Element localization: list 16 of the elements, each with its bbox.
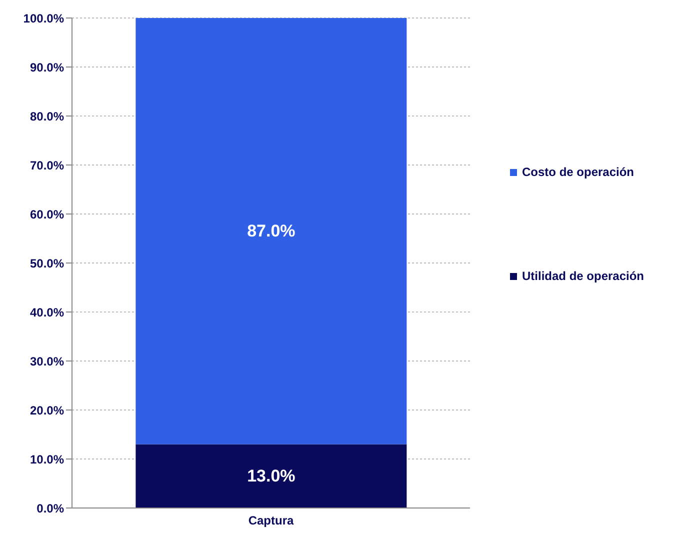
y-tick-label: 40.0% (30, 305, 64, 320)
y-tick-label: 50.0% (30, 256, 64, 270)
data-label: 87.0% (247, 222, 296, 241)
y-tick-label: 20.0% (30, 403, 64, 418)
y-tick-label: 80.0% (30, 109, 64, 124)
legend-label: Utilidad de operación (522, 269, 644, 283)
data-label: 13.0% (247, 466, 296, 486)
y-tick-label: 90.0% (30, 60, 64, 74)
y-tick-label: 70.0% (30, 158, 64, 172)
y-tick-label: 100.0% (23, 11, 64, 26)
y-tick-label: 30.0% (30, 354, 64, 368)
y-tick-label: 10.0% (30, 452, 64, 466)
y-tick-label: 60.0% (30, 207, 64, 222)
y-tick-label: 0.0% (36, 501, 64, 516)
legend-label: Costo de operación (522, 165, 634, 179)
x-tick-label: Captura (248, 514, 294, 528)
